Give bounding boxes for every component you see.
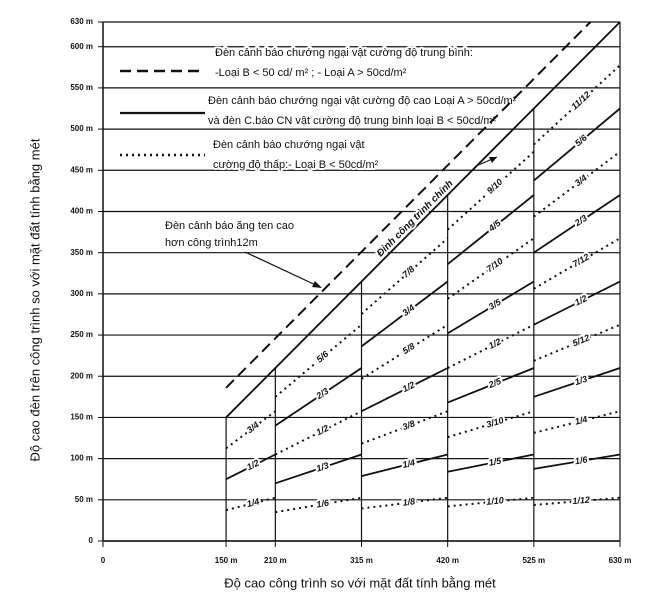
fraction-label: 7/12 bbox=[571, 252, 591, 269]
fraction-label: 7/10 bbox=[485, 256, 505, 274]
line-segment bbox=[533, 367, 621, 398]
fraction-label: 1/6 bbox=[574, 454, 589, 466]
line-segment bbox=[533, 237, 621, 290]
y-axis-label: Độ cao đèn trên công trình so với mặt đấ… bbox=[27, 138, 42, 461]
line-label: Đỉnh công trình chính bbox=[375, 178, 456, 259]
fraction-label: 3/5 bbox=[487, 296, 504, 312]
fraction-label: 3/4 bbox=[573, 173, 589, 189]
fraction-label: 11/12 bbox=[569, 89, 592, 111]
line-segment bbox=[225, 410, 276, 450]
line-segment bbox=[275, 496, 362, 514]
fraction-label: 1/4 bbox=[574, 414, 589, 427]
line-segment bbox=[447, 323, 535, 369]
fraction-label: 1/2 bbox=[487, 336, 503, 351]
y-tick-label: 350 m bbox=[70, 248, 93, 257]
y-tick-label: 600 m bbox=[70, 42, 93, 51]
fraction-label: 3/4 bbox=[245, 420, 261, 436]
line-segment bbox=[225, 21, 592, 389]
arrow bbox=[244, 251, 321, 288]
line-segment bbox=[447, 453, 535, 473]
legend-label: -Loại B < 50 cd/ m² ; - Loại A > 50cd/m² bbox=[215, 67, 407, 79]
legend-label: Đèn cảnh báo chướng ngại vật cường độ tr… bbox=[215, 47, 473, 59]
x-tick-label: 420 m bbox=[436, 556, 459, 565]
x-tick-label: 630 m bbox=[609, 556, 632, 565]
line-segment bbox=[447, 280, 535, 335]
line-segment bbox=[533, 194, 621, 254]
legend-label: và đèn C.báo CN vật cường độ trung bình … bbox=[208, 115, 497, 127]
legend-label: Đèn cảnh báo chướng ngại vật cường độ ca… bbox=[208, 95, 517, 107]
line-segment bbox=[533, 280, 621, 326]
fraction-label: 1/2 bbox=[401, 380, 417, 395]
annotation: hơn công trình12m bbox=[165, 237, 258, 249]
line-segment bbox=[225, 496, 276, 512]
fraction-label: 1/3 bbox=[315, 460, 330, 473]
fraction-label: 1/6 bbox=[316, 497, 331, 509]
line-segment bbox=[446, 151, 535, 231]
y-tick-label: 300 m bbox=[70, 289, 93, 298]
fraction-label: 1/4 bbox=[401, 457, 416, 470]
annotation: Đèn cảnh báo ăng ten cao bbox=[165, 220, 294, 232]
fraction-label: 1/10 bbox=[486, 495, 504, 507]
x-tick-label: 150 m bbox=[215, 556, 238, 565]
line-segment bbox=[225, 21, 621, 419]
fraction-label: 1/12 bbox=[572, 495, 590, 506]
fraction-label: 2/5 bbox=[486, 376, 503, 391]
line-segment bbox=[274, 323, 363, 398]
fraction-label: 1/8 bbox=[402, 496, 416, 507]
arrow-head bbox=[489, 157, 497, 163]
line-segment bbox=[360, 280, 449, 348]
y-tick-label: 250 m bbox=[70, 330, 93, 339]
y-tick-label: 630 m bbox=[70, 17, 93, 26]
y-tick-label: 550 m bbox=[70, 83, 93, 92]
y-tick-label: 450 m bbox=[70, 165, 93, 174]
line-segment bbox=[274, 367, 363, 427]
y-tick-label: 500 m bbox=[70, 124, 93, 133]
line-segment bbox=[447, 367, 535, 404]
line-segment bbox=[533, 496, 621, 506]
y-tick-label: 100 m bbox=[70, 454, 93, 463]
line-segment bbox=[533, 453, 621, 470]
line-segment bbox=[361, 496, 448, 510]
y-tick-label: 200 m bbox=[70, 371, 93, 380]
legend-label: Đèn cảnh báo chướng ngại vật bbox=[213, 139, 365, 151]
y-tick-label: 0 bbox=[89, 536, 94, 545]
y-tick-label: 150 m bbox=[70, 413, 93, 422]
x-axis-label: Độ cao công trình so với mặt đất tính bằ… bbox=[224, 575, 496, 590]
line-segment bbox=[447, 194, 535, 265]
line-segment bbox=[533, 107, 621, 182]
y-tick-label: 50 m bbox=[75, 495, 93, 504]
fraction-label: 1/2 bbox=[573, 293, 589, 308]
legend-label: cường độ thấp:- Loại B < 50cd/m² bbox=[213, 159, 379, 171]
line-segment bbox=[360, 237, 449, 315]
fraction-label: 1/2 bbox=[315, 423, 331, 438]
arrow-head bbox=[312, 281, 322, 288]
line-segment bbox=[447, 496, 534, 508]
line-segment bbox=[360, 323, 449, 380]
y-tick-label: 400 m bbox=[70, 207, 93, 216]
line-segment bbox=[274, 410, 362, 456]
fraction-label: 1/5 bbox=[488, 455, 503, 467]
fraction-label: 3/8 bbox=[401, 418, 416, 432]
line-segment bbox=[225, 453, 276, 481]
x-tick-label: 315 m bbox=[350, 556, 373, 565]
x-tick-label: 525 m bbox=[522, 556, 545, 565]
line-segment bbox=[361, 367, 449, 413]
x-tick-label: 0 bbox=[101, 556, 106, 565]
fraction-label: 1/4 bbox=[246, 496, 261, 509]
line-segment bbox=[275, 453, 362, 485]
line-segment bbox=[533, 64, 621, 146]
fraction-label: 1/2 bbox=[245, 458, 261, 473]
line-segment bbox=[361, 453, 448, 477]
x-tick-label: 210 m bbox=[264, 556, 287, 565]
